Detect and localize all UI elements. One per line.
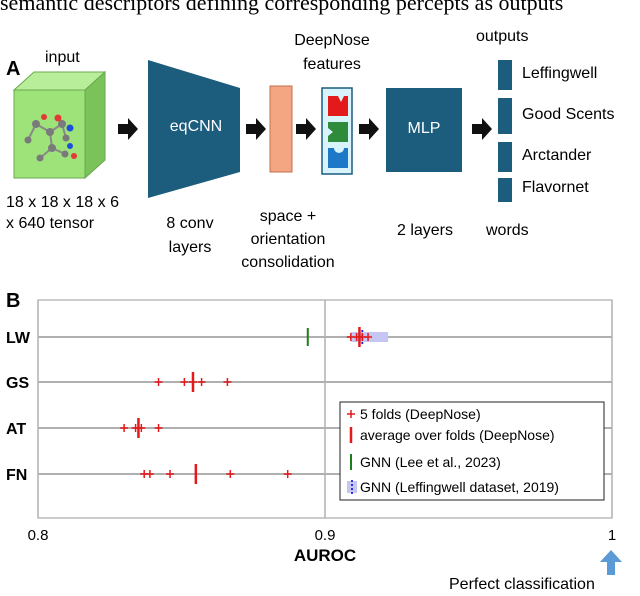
eqcnn-caption-line1: 8 conv: [166, 215, 214, 232]
output-label-arctander: Arctander: [522, 147, 592, 164]
legend-entry-4: GNN (Leffingwell dataset, 2019): [360, 479, 559, 495]
fold-point-gs-2: [180, 378, 189, 386]
fold-point-at-1: [120, 424, 129, 432]
eqcnn-label: eqCNN: [169, 118, 223, 135]
fold-point-fn-4: [226, 470, 235, 478]
fold-point-gs-5: [223, 378, 232, 386]
x-tick-label: 0.9: [315, 527, 336, 544]
consolidation-caption-line3: consolidation: [241, 254, 335, 271]
up-arrow-icon: [600, 550, 622, 575]
caption-fragment: semantic descriptors defining correspond…: [0, 0, 564, 15]
legend-box: [339, 401, 605, 501]
mlp-block: [386, 88, 462, 172]
chart-legend: 5 folds (DeepNose) average over folds (De…: [339, 401, 605, 501]
mlp-caption: 2 layers: [396, 222, 454, 239]
y-category-lw: LW: [6, 330, 31, 347]
legend-entry-1: 5 folds (DeepNose): [360, 406, 481, 422]
fold-point-fn-3: [166, 470, 175, 478]
output-box-flavornet: [498, 178, 512, 202]
flow-arrow-3: [296, 118, 316, 140]
output-box-arctander: [498, 142, 512, 172]
fold-point-at-5: [154, 424, 163, 432]
fold-point-fn-5: [283, 470, 292, 478]
perfect-classification-annotation: Perfect classification: [449, 576, 595, 593]
flow-arrow-2: [246, 118, 266, 140]
fold-point-gs-4: [197, 378, 206, 386]
legend-entry-2: average over folds (DeepNose): [360, 427, 555, 443]
legend-marker-gnn-leffingwell: [347, 481, 357, 493]
output-label-leffingwell: Leffingwell: [522, 65, 598, 82]
panel-a-label: A: [6, 58, 21, 80]
auroc-chart: 5 folds (DeepNose) average over folds (De…: [6, 299, 616, 565]
consolidation-caption-line2: orientation: [250, 231, 326, 248]
x-tick-label: 1: [608, 527, 616, 544]
input-tensor-cube: [12, 70, 107, 180]
flow-arrow-1: [118, 118, 138, 140]
output-label-flavornet: Flavornet: [522, 179, 589, 196]
y-category-fn: FN: [6, 467, 27, 484]
input-dims-line2: x 640 tensor: [6, 215, 95, 232]
output-label-goodscents: Good Scents: [522, 106, 615, 123]
consolidation-block: [269, 85, 293, 173]
chart-labels: 0.8 0.9 1 AUROC LW GS AT FN: [6, 330, 616, 565]
legend-entry-3: GNN (Lee et al., 2023): [360, 454, 501, 470]
input-dims-line1: 18 x 18 x 18 x 6: [6, 194, 119, 211]
flow-arrow-5: [472, 118, 492, 140]
mlp-label: MLP: [407, 120, 441, 137]
flow-arrow-4: [359, 118, 379, 140]
fold-point-fn-2: [145, 470, 154, 478]
y-category-gs: GS: [6, 375, 29, 392]
output-box-leffingwell: [498, 60, 512, 90]
input-title: input: [45, 49, 80, 66]
chart-marks: [120, 327, 389, 484]
panel-a-diagram: [12, 60, 512, 202]
output-box-goodscents: [498, 98, 512, 134]
molecule-icon: [24, 114, 77, 162]
x-axis-label: AUROC: [294, 546, 356, 565]
y-category-at: AT: [6, 421, 26, 438]
eqcnn-caption-line2: layers: [168, 239, 212, 256]
features-title-line1: DeepNose: [294, 32, 370, 49]
outputs-title: outputs: [476, 28, 529, 45]
fold-point-lw-5: [364, 333, 373, 341]
features-title-line2: features: [303, 56, 361, 73]
deepnose-features-icon: [321, 87, 353, 175]
x-tick-label: 0.8: [28, 527, 49, 544]
eqcnn-block: [148, 60, 240, 198]
panel-b-label: B: [6, 290, 21, 312]
chart-grid: [37, 299, 613, 519]
consolidation-caption-line1: space +: [259, 208, 317, 225]
fold-point-gs-1: [154, 378, 163, 386]
outputs-caption: words: [486, 222, 529, 239]
